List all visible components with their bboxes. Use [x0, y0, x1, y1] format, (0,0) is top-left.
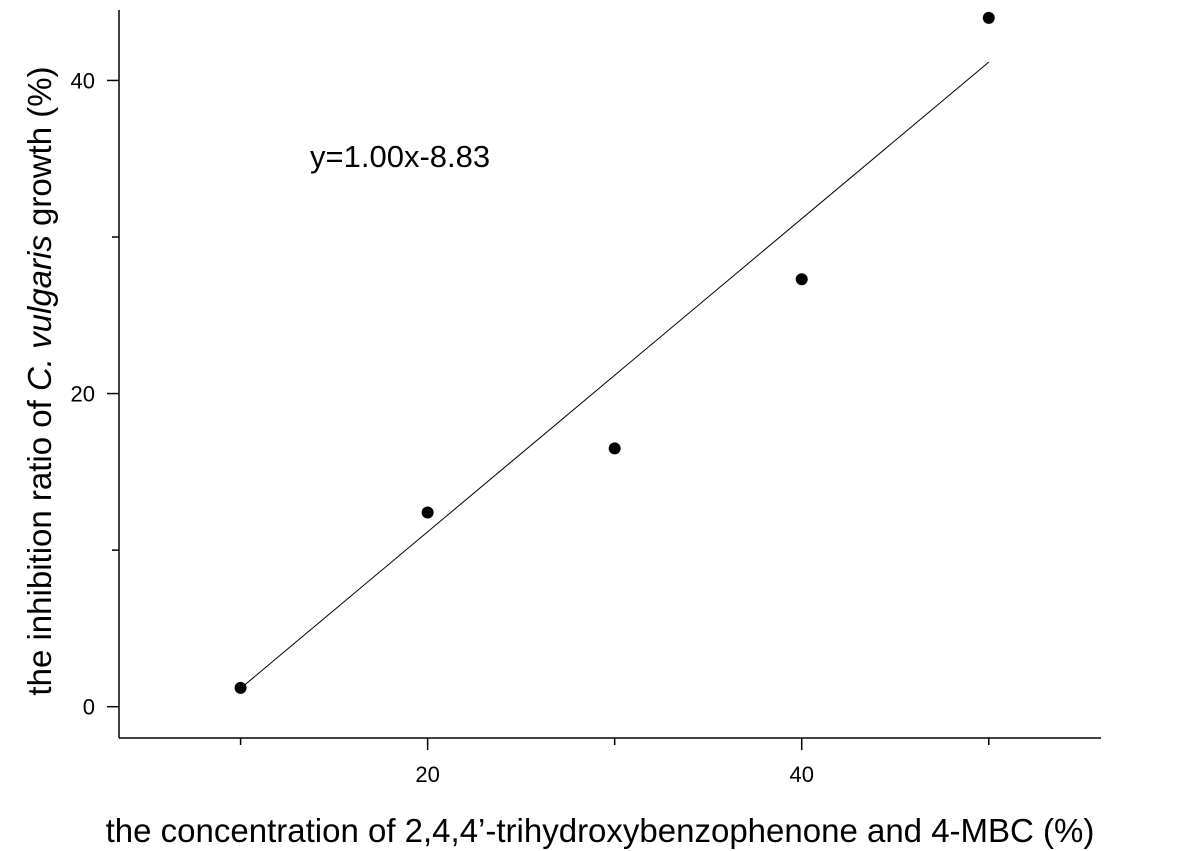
y-axis-title-pre: the inhibition ratio of	[21, 391, 58, 696]
data-point	[982, 11, 995, 24]
y-axis-title-italic: C. vulgaris	[21, 235, 58, 391]
fit-equation: y=1.00x-8.83	[310, 139, 490, 174]
x-axis-title: the concentration of 2,4,4’-trihydroxybe…	[106, 812, 1095, 849]
y-tick-label: 40	[71, 68, 95, 93]
y-axis-title-post: growth (%)	[21, 66, 58, 235]
data-point	[421, 506, 434, 519]
axes: 20 40 0 20 40	[71, 10, 1101, 787]
x-tick-label: 40	[789, 762, 813, 787]
data-point	[608, 442, 621, 455]
data-points	[234, 11, 995, 694]
y-axis-title: the inhibition ratio of C. vulgaris grow…	[21, 66, 58, 695]
data-point	[234, 681, 247, 694]
x-tick-label: 20	[415, 762, 439, 787]
fit-line	[240, 61, 990, 689]
fit-line-group	[240, 61, 990, 689]
data-point	[795, 273, 808, 286]
y-tick-label: 0	[83, 695, 95, 720]
y-tick-label: 20	[71, 382, 95, 407]
